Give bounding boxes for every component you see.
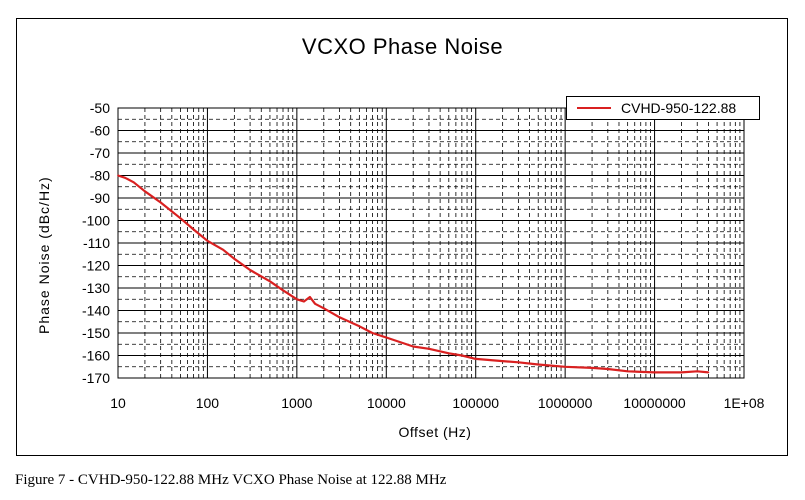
data-point bbox=[269, 280, 271, 283]
data-point bbox=[474, 357, 477, 360]
data-point bbox=[132, 181, 135, 184]
data-point bbox=[303, 300, 305, 303]
data-point bbox=[179, 217, 182, 220]
data-point bbox=[233, 257, 236, 260]
data-point bbox=[696, 370, 699, 373]
legend-swatch bbox=[577, 107, 611, 109]
y-tick-label: -110 bbox=[83, 235, 110, 251]
x-tick-label: 10000000 bbox=[623, 395, 686, 411]
x-tick-label: 10000 bbox=[367, 395, 406, 411]
x-tick-label: 1000 bbox=[281, 395, 312, 411]
data-point bbox=[606, 368, 609, 370]
data-point bbox=[680, 371, 683, 374]
y-tick-label: -150 bbox=[82, 325, 110, 341]
y-tick-label: -70 bbox=[90, 145, 110, 161]
data-point bbox=[412, 345, 415, 348]
data-point bbox=[460, 354, 463, 357]
x-tick-label: 100 bbox=[196, 395, 220, 411]
data-point bbox=[144, 190, 146, 193]
data-point bbox=[626, 370, 629, 373]
data-point bbox=[124, 176, 126, 179]
data-point bbox=[428, 347, 430, 350]
y-tick-label: -170 bbox=[82, 370, 110, 386]
legend-label: CVHD-950-122.88 bbox=[621, 100, 737, 116]
data-point bbox=[591, 366, 593, 369]
data-point bbox=[653, 371, 656, 374]
data-point bbox=[385, 336, 388, 339]
data-point bbox=[206, 239, 209, 242]
y-tick-label: -100 bbox=[82, 213, 110, 229]
y-tick-label: -120 bbox=[82, 258, 110, 274]
legend: CVHD-950-122.88 bbox=[566, 96, 760, 120]
data-point bbox=[537, 363, 540, 366]
data-point bbox=[314, 302, 317, 305]
data-point bbox=[322, 307, 325, 310]
data-point bbox=[192, 228, 195, 231]
data-point bbox=[564, 365, 567, 368]
y-tick-label: -160 bbox=[82, 348, 110, 364]
x-tick-label: 1000000 bbox=[538, 395, 593, 411]
data-point bbox=[159, 201, 162, 204]
data-point bbox=[501, 360, 504, 363]
y-tick-label: -50 bbox=[90, 100, 110, 116]
x-axis-label: Offset (Hz) bbox=[398, 424, 472, 440]
data-point bbox=[309, 296, 311, 298]
y-tick-label: -80 bbox=[90, 168, 110, 184]
data-point bbox=[117, 174, 119, 177]
y-tick-label: -130 bbox=[82, 280, 110, 296]
figure-caption: Figure 7 - CVHD-950-122.88 MHz VCXO Phas… bbox=[15, 472, 447, 488]
data-point bbox=[338, 316, 341, 319]
x-tick-label: 10 bbox=[110, 395, 126, 411]
y-tick-label: -140 bbox=[82, 303, 110, 319]
data-point bbox=[371, 332, 374, 334]
series-line bbox=[117, 174, 709, 374]
y-tick-label: -90 bbox=[90, 190, 110, 206]
data-point bbox=[222, 248, 225, 251]
data-point bbox=[358, 325, 361, 328]
y-tick-label: -60 bbox=[90, 123, 110, 139]
data-point bbox=[282, 289, 284, 292]
chart-title: VCXO Phase Noise bbox=[301, 34, 504, 59]
x-tick-label: 1E+08 bbox=[724, 395, 765, 411]
y-axis-label: Phase Noise (dBc/Hz) bbox=[36, 176, 52, 334]
data-point bbox=[447, 352, 450, 355]
data-point bbox=[517, 361, 520, 364]
data-point bbox=[295, 298, 298, 301]
data-point bbox=[707, 371, 710, 374]
data-point bbox=[249, 269, 251, 271]
x-tick-label: 100000 bbox=[452, 395, 499, 411]
